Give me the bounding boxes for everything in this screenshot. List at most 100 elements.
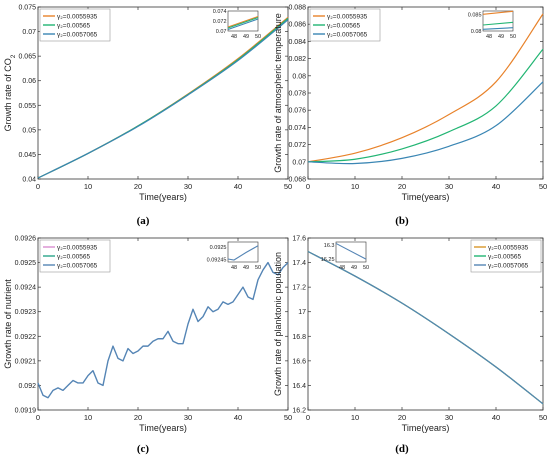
inset-box-d	[335, 241, 367, 263]
series-line-b-0	[307, 13, 544, 163]
y-tick-label-c-4: 0.0923	[15, 309, 37, 316]
inset-y-tick-label-b-0: 0.08	[471, 29, 482, 35]
panel-b: 0 10 20 30 40 500.0680.070.0720.0740.0760.078…	[273, 5, 547, 203]
legend-label-b-1: γ₂=0.00565	[327, 23, 360, 30]
inset-line-b-2	[482, 27, 514, 30]
y-tick-label-d-1: 16.4	[292, 383, 306, 390]
x-axis-label-d: Time(years)	[402, 423, 450, 433]
y-tick-label-d-7: 17.6	[292, 236, 306, 243]
legend-label-a-2: γ₂=0.0057065	[57, 32, 98, 39]
y-axis-label-d: Growth rate of planktonic population	[273, 252, 283, 396]
inset-x-tick-label-c-2: 50	[255, 265, 261, 271]
y-tick-label-b-10: 0.088	[288, 5, 306, 12]
inset-y-tick-label-a-2: 0.074	[213, 9, 227, 15]
y-tick-label-b-9: 0.086	[288, 22, 306, 29]
inset-box-b	[482, 10, 514, 32]
y-tick-label-b-2: 0.072	[288, 142, 306, 149]
y-tick-label-c-3: 0.0922	[15, 334, 37, 341]
inset-line-a-2	[227, 18, 259, 31]
inset-y-tick-label-c-0: 0.09245	[207, 258, 227, 264]
y-axis-label-sub-a: 2	[10, 54, 17, 58]
x-tick-label-a-2: 20	[134, 182, 142, 191]
inset-box-a	[227, 10, 259, 32]
panel-c: 0 10 20 30 40 50 0.0919 0.092 0.0921 0.0922 0.0923…	[3, 236, 292, 434]
series-group-b	[307, 13, 544, 165]
x-tick-label-a-5: 50	[284, 182, 292, 191]
caption-d: (d)	[395, 443, 409, 455]
y-tick-label-a-2: 0.05	[22, 127, 36, 134]
series-line-c-0	[37, 261, 289, 399]
legend-label-d-2: γ₂=0.0057065	[488, 263, 529, 270]
x-tick-label-d-3: 30	[445, 413, 453, 422]
inset-line-d-0	[335, 242, 367, 260]
inset-x-tick-label-b-1: 49	[498, 34, 504, 40]
legend-label-c-1: γ₂=0.00565	[57, 254, 90, 261]
y-tick-label-b-5: 0.078	[288, 91, 306, 98]
series-group-a	[37, 16, 289, 179]
y-tick-label-b-7: 0.082	[288, 56, 306, 63]
y-tick-label-a-5: 0.065	[18, 54, 36, 61]
y-tick-label-a-0: 0.04	[22, 177, 36, 184]
y-tick-label-a-3: 0.055	[18, 103, 36, 110]
x-tick-label-b-1: 10	[351, 182, 359, 191]
inset-x-tick-label-a-1: 49	[243, 34, 249, 40]
y-tick-label-c-0: 0.0919	[15, 408, 37, 415]
panel-d: 0 10 20 30 40 5016.216.416.616.81717.217.417.…	[273, 236, 547, 434]
x-tick-label-d-4: 40	[492, 413, 500, 422]
legend-a: γ₂=0.0055935 γ₂=0.00565 γ₂=0.0057065	[39, 8, 111, 42]
legend-d: γ₂=0.0055935 γ₂=0.00565 γ₂=0.0057065	[470, 239, 542, 273]
x-tick-label-d-1: 10	[351, 413, 359, 422]
y-tick-label-c-2: 0.0921	[15, 358, 37, 365]
inset-line-b-0	[482, 10, 514, 15]
x-tick-label-b-3: 30	[445, 182, 453, 191]
series-line-b-1	[307, 48, 544, 163]
x-tick-label-c-5: 50	[284, 413, 292, 422]
y-axis-label-a: Growth rate of CO2	[3, 54, 17, 131]
x-tick-label-a-1: 10	[84, 182, 92, 191]
legend-label-c-0: γ₂=0.0055935	[57, 245, 98, 252]
y-tick-label-d-6: 17.4	[292, 260, 306, 267]
inset-y-tick-label-d-0: 16.25	[321, 257, 335, 263]
x-tick-label-d-2: 20	[398, 413, 406, 422]
y-tick-label-a-1: 0.045	[18, 152, 36, 159]
x-tick-label-d-5: 50	[539, 413, 547, 422]
series-line-b-2	[307, 81, 544, 165]
x-tick-label-b-2: 20	[398, 182, 406, 191]
legend-c: γ₂=0.0055935 γ₂=0.00565 γ₂=0.0057065	[39, 239, 111, 273]
y-tick-label-b-0: 0.068	[288, 177, 306, 184]
y-tick-label-b-6: 0.08	[292, 73, 306, 80]
inset-d: 48 49 50 16.25 16.3	[321, 241, 369, 271]
x-tick-label-b-0: 0	[306, 182, 310, 191]
y-tick-label-c-5: 0.0924	[15, 285, 37, 292]
legend-label-a-1: γ₂=0.00565	[57, 23, 90, 30]
inset-x-tick-label-c-0: 48	[231, 265, 237, 271]
inset-x-tick-label-d-2: 50	[363, 265, 369, 271]
inset-y-tick-label-a-0: 0.07	[216, 29, 227, 35]
legend-label-b-2: γ₂=0.0057065	[327, 32, 368, 39]
series-line-d-2	[307, 250, 544, 405]
inset-x-tick-label-b-0: 48	[486, 34, 492, 40]
x-tick-label-a-4: 40	[234, 182, 242, 191]
legend-label-b-0: γ₂=0.0055935	[327, 14, 368, 21]
inset-c: 48 49 50 0.09245 0.0925	[207, 241, 261, 271]
y-tick-label-b-4: 0.076	[288, 108, 306, 115]
y-tick-label-a-6: 0.07	[22, 29, 36, 36]
inset-x-tick-label-a-2: 50	[255, 34, 261, 40]
y-tick-label-a-4: 0.06	[22, 78, 36, 85]
y-axis-label-c: Growth rate of nutrient	[3, 279, 13, 369]
caption-b: (b)	[395, 215, 409, 227]
y-tick-label-d-3: 16.8	[292, 334, 306, 341]
inset-y-tick-label-a-1: 0.072	[213, 19, 227, 25]
inset-x-tick-label-a-0: 48	[231, 34, 237, 40]
inset-line-b-1	[482, 21, 514, 26]
x-tick-label-b-4: 40	[492, 182, 500, 191]
series-group-c	[37, 261, 289, 399]
x-tick-label-a-0: 0	[36, 182, 40, 191]
x-tick-label-b-5: 50	[539, 182, 547, 191]
inset-x-tick-label-b-2: 50	[510, 34, 516, 40]
inset-line-a-0	[227, 15, 259, 28]
x-tick-label-c-4: 40	[234, 413, 242, 422]
y-tick-label-d-4: 17	[298, 309, 306, 316]
inset-x-tick-label-c-1: 49	[243, 265, 249, 271]
inset-a: 48 49 50 0.07 0.072 0.074	[213, 9, 261, 40]
